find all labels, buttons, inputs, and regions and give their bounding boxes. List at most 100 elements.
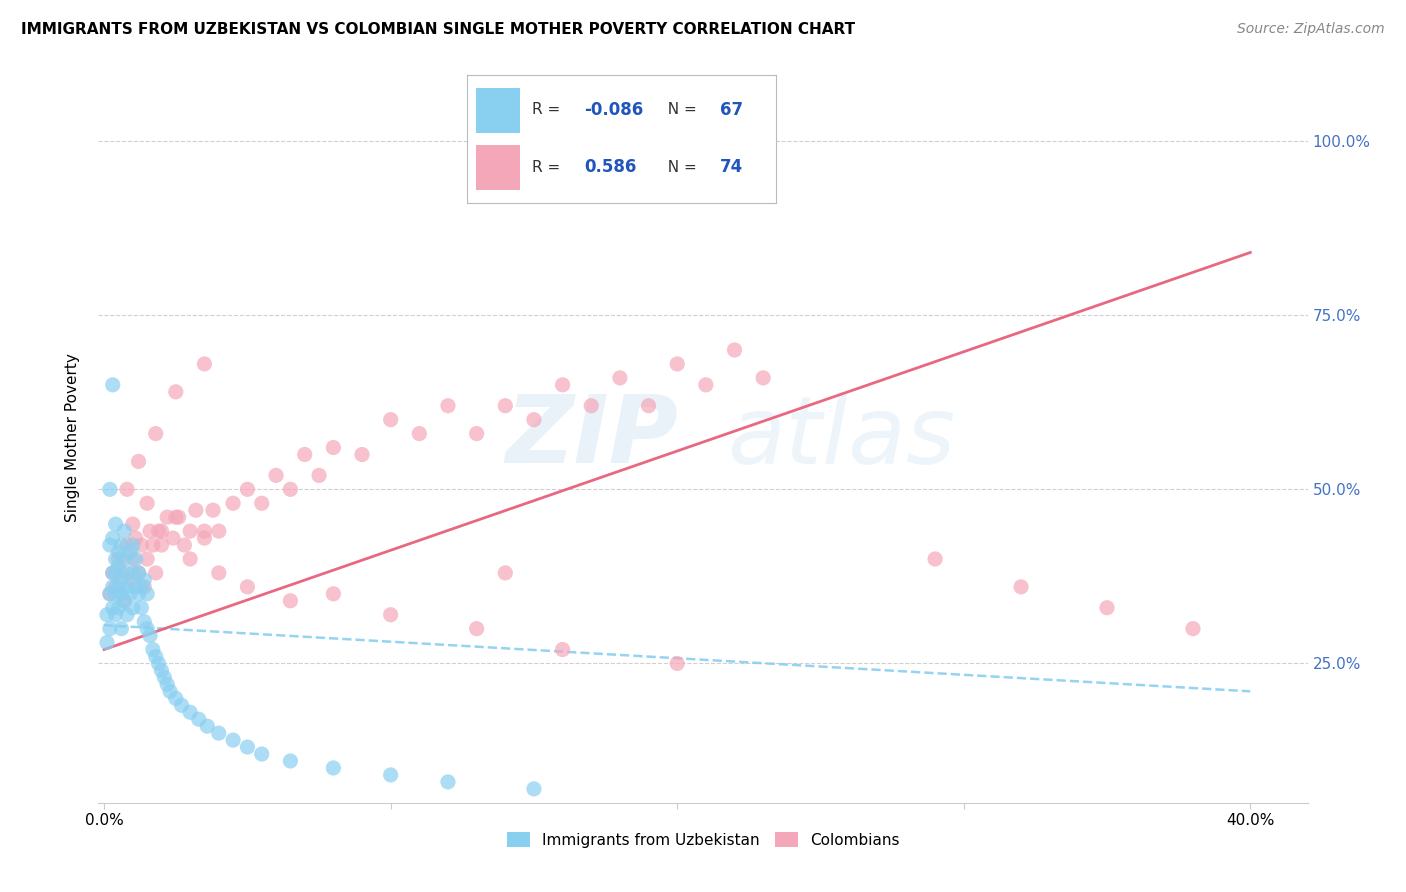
Point [101,377,124,392]
Point [165,510,187,524]
Point [437,399,460,413]
Point [250,496,273,510]
Point [202,503,225,517]
Point [264,468,287,483]
Point [98,587,121,601]
Point [380,412,402,426]
Point [465,426,488,441]
Point [101,580,124,594]
Point [322,441,344,455]
Point [494,566,516,580]
Point [96,607,118,622]
Point [236,580,259,594]
Point [162,531,184,545]
Point [118,587,141,601]
Point [165,691,187,706]
Point [193,524,215,538]
Point [115,483,138,497]
Point [101,531,124,545]
Point [110,622,132,636]
Point [115,580,138,594]
Point [153,670,176,684]
Point [128,587,150,601]
Point [280,483,302,497]
Point [98,483,121,497]
Text: atlas: atlas [727,392,956,483]
Point [110,538,132,552]
Point [128,454,150,468]
Point [131,580,153,594]
Point [222,733,245,747]
Point [121,600,143,615]
Point [1181,622,1204,636]
Point [609,371,631,385]
Point [110,566,132,580]
Point [179,705,201,719]
Point [145,426,167,441]
Point [112,524,135,538]
Point [150,524,173,538]
Point [148,524,170,538]
Point [134,573,156,587]
Point [121,538,143,552]
Point [156,677,179,691]
Text: IMMIGRANTS FROM UZBEKISTAN VS COLOMBIAN SINGLE MOTHER POVERTY CORRELATION CHART: IMMIGRANTS FROM UZBEKISTAN VS COLOMBIAN … [21,22,855,37]
Point [322,587,344,601]
Point [208,726,231,740]
Point [523,781,546,796]
Point [134,615,156,629]
Point [101,566,124,580]
Point [128,566,150,580]
Point [156,510,179,524]
Text: Source: ZipAtlas.com: Source: ZipAtlas.com [1237,22,1385,37]
Point [159,684,181,698]
Point [136,496,159,510]
Point [208,566,231,580]
Point [723,343,745,357]
Point [134,580,156,594]
Point [167,510,190,524]
Point [581,399,603,413]
Point [115,607,138,622]
Point [107,552,129,566]
Point [112,594,135,608]
Point [165,384,187,399]
Point [380,607,402,622]
Point [115,566,138,580]
Point [118,573,141,587]
Point [107,600,129,615]
Point [121,566,143,580]
Point [124,552,146,566]
Point [104,552,127,566]
Point [208,524,231,538]
Point [110,573,132,587]
Point [193,357,215,371]
Legend: Immigrants from Uzbekistan, Colombians: Immigrants from Uzbekistan, Colombians [501,825,905,854]
Point [145,649,167,664]
Point [150,664,173,678]
Point [280,594,302,608]
Point [101,600,124,615]
Point [551,642,574,657]
Point [136,552,159,566]
Point [1095,600,1118,615]
Point [142,642,165,657]
Point [294,448,316,462]
Point [222,496,245,510]
Point [494,399,516,413]
Point [131,600,153,615]
Point [104,580,127,594]
Text: ZIP: ZIP [506,391,679,483]
Point [1010,580,1032,594]
Point [124,531,146,545]
Point [145,566,167,580]
Point [104,587,127,601]
Point [139,524,162,538]
Point [131,538,153,552]
Point [98,587,121,601]
Point [408,426,430,441]
Point [308,468,330,483]
Point [179,552,201,566]
Point [107,558,129,573]
Point [150,538,173,552]
